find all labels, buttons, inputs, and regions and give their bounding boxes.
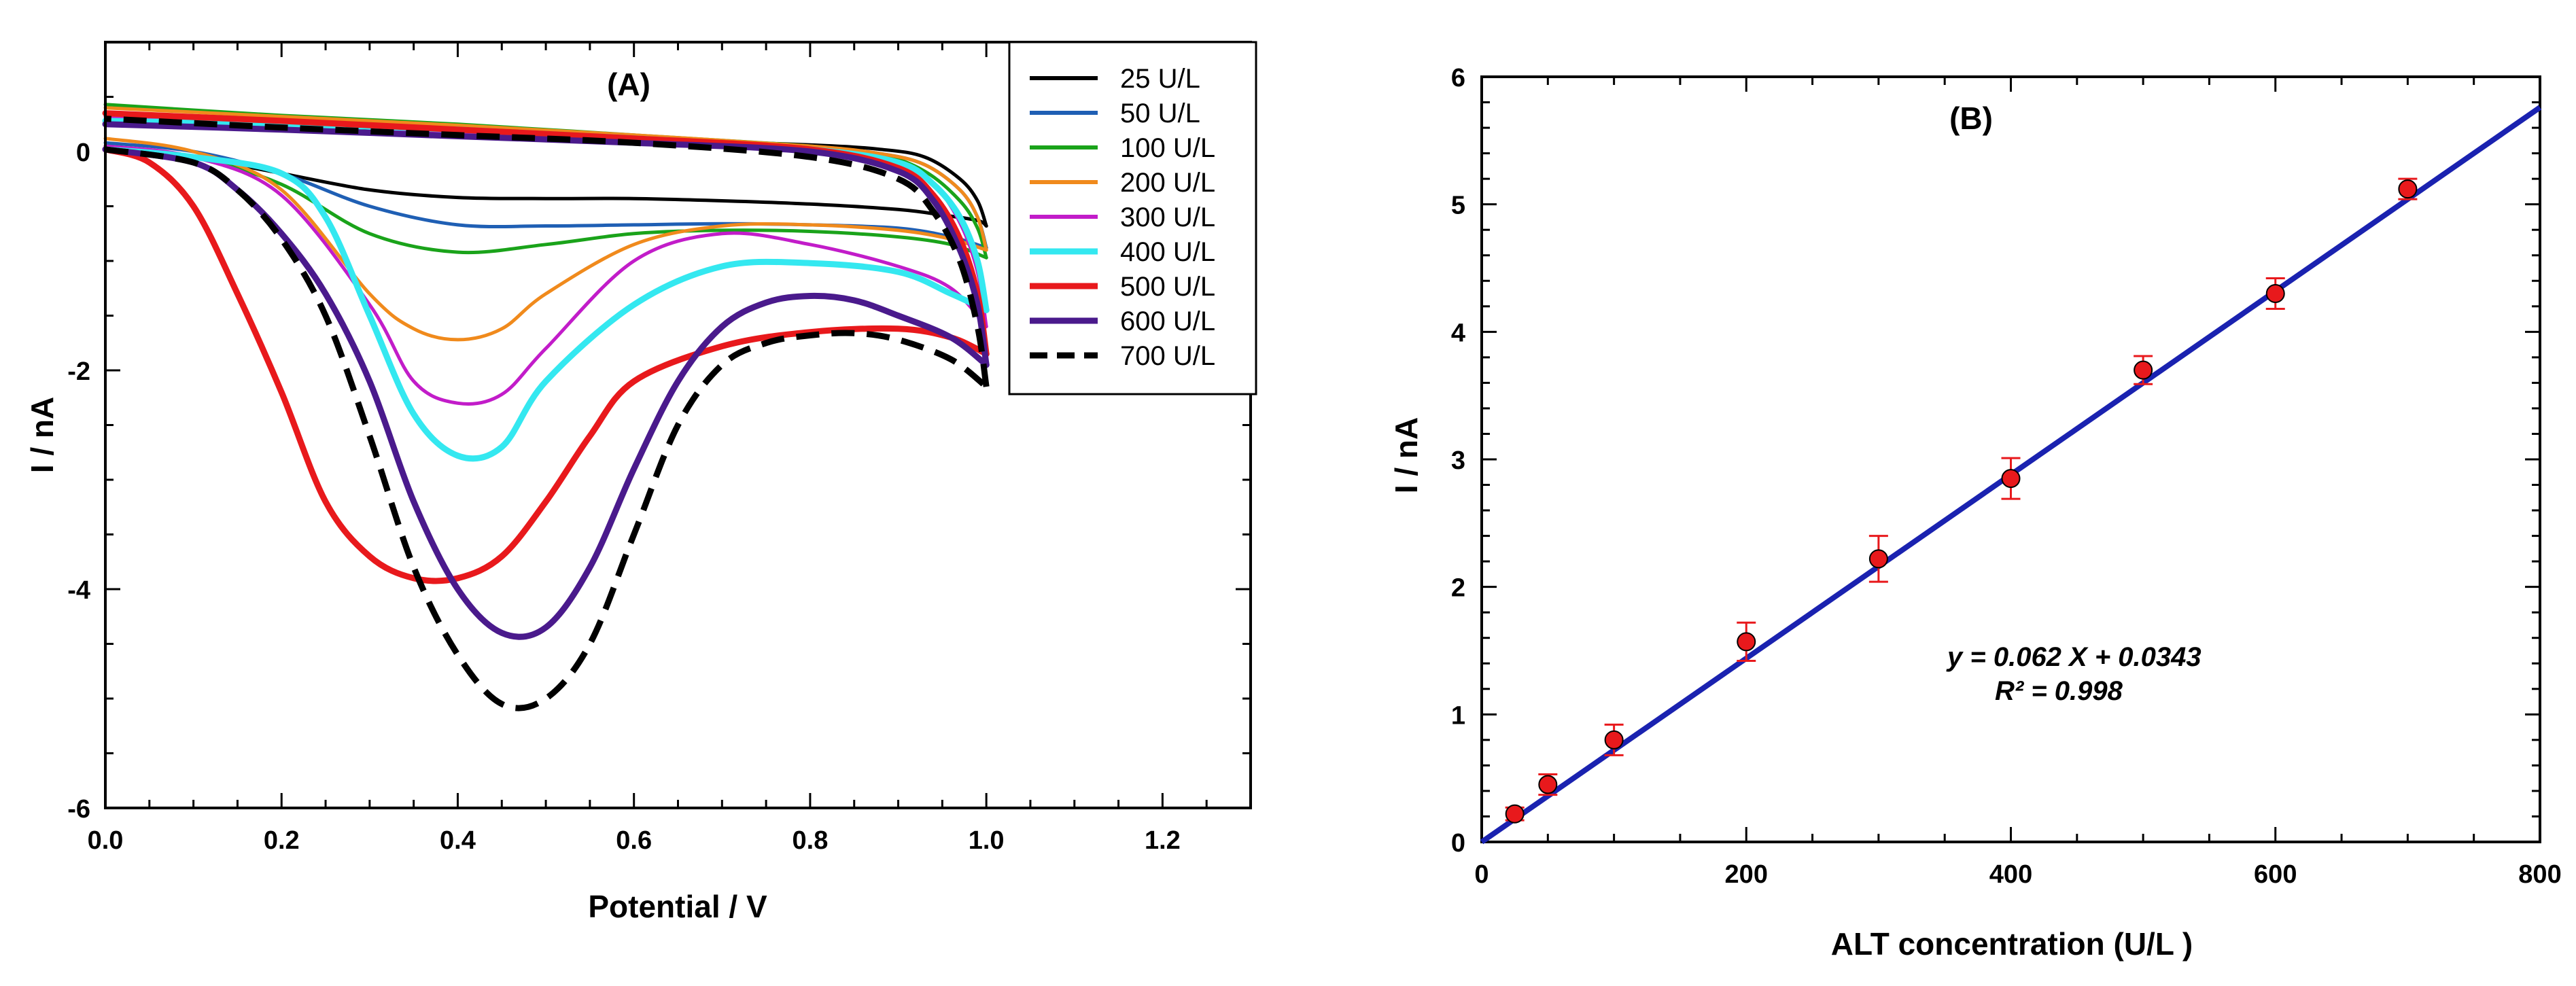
panel-b-xlabel: ALT concentration (U/L )	[1831, 926, 2193, 962]
fit-r-squared: R² = 0.998	[1995, 676, 2123, 706]
legend-entry: 50 U/L	[1030, 99, 1200, 128]
y-tick-label: 0	[1451, 829, 1465, 858]
y-tick-label: 2	[1451, 574, 1465, 603]
legend-entry: 500 U/L	[1030, 272, 1215, 302]
point-marker	[2265, 284, 2285, 304]
panel-a-legend: 25 U/L 50 U/L 100 U/L 200 U/L 300 U/L 40…	[1008, 41, 1257, 395]
panel-a-curves	[102, 103, 990, 711]
cv-curve-forward-8	[102, 146, 990, 640]
y-tick-label: 1	[1451, 701, 1465, 730]
point-marker	[2398, 179, 2418, 199]
panel-b-ylabel: I / nA	[1389, 417, 1424, 493]
x-tick-label: 800	[2518, 860, 2561, 889]
legend-entry: 300 U/L	[1030, 203, 1215, 232]
cv-curve-forward-7	[102, 146, 990, 584]
legend-entry: 100 U/L	[1030, 133, 1215, 163]
y-tick-label: 0	[76, 139, 90, 167]
legend-label: 700 U/L	[1120, 341, 1215, 371]
data-point	[1868, 535, 1888, 583]
x-tick-label: 1.2	[1145, 826, 1181, 855]
x-tick-label: 400	[1989, 860, 2032, 889]
point-marker	[2134, 360, 2153, 380]
point-marker	[1604, 730, 1624, 750]
panel-b-label: (B)	[1949, 101, 1993, 136]
panel-a-ylabel: I / nA	[24, 397, 60, 473]
legend-label: 500 U/L	[1120, 272, 1215, 302]
fit-equation: y = 0.062 X + 0.0343	[1946, 642, 2201, 672]
point-marker	[1505, 804, 1525, 824]
panel-b-points	[1505, 177, 2418, 824]
x-tick-label: 0.2	[264, 826, 300, 855]
panel-b-ticks	[1480, 75, 2541, 843]
panel-a-tick-labels: 0.0 0.2 0.4 0.6 0.8 1.0 1.2 0 -2 -4 -6	[67, 139, 1181, 855]
panel-b: 0 200 400 600 800 0 1 2 3 4 5 6 (B) ALT concentrati…	[1389, 64, 2562, 962]
cv-curve-forward-4	[103, 137, 988, 342]
panel-b-tick-labels: 0 200 400 600 800 0 1 2 3 4 5 6	[1451, 64, 2562, 889]
x-tick-label: 200	[1725, 860, 1768, 889]
legend-entry: 25 U/L	[1030, 64, 1200, 94]
x-tick-label: 0.8	[793, 826, 829, 855]
legend-label: 400 U/L	[1120, 237, 1215, 267]
data-point	[1737, 621, 1756, 663]
y-tick-label: -4	[67, 576, 90, 605]
legend-entry: 700 U/L	[1030, 341, 1215, 371]
legend-entry: 600 U/L	[1030, 306, 1215, 336]
y-tick-label: -6	[67, 795, 90, 824]
x-tick-label: 0.0	[88, 826, 124, 855]
legend-entry: 200 U/L	[1030, 168, 1215, 198]
point-marker	[1538, 775, 1558, 794]
legend-label: 300 U/L	[1120, 203, 1215, 232]
point-marker	[1868, 549, 1888, 569]
legend-label: 25 U/L	[1120, 64, 1200, 94]
data-point	[2001, 457, 2021, 500]
cv-curve-forward-6	[102, 146, 990, 462]
data-point	[2265, 277, 2285, 311]
x-tick-label: 600	[2254, 860, 2297, 889]
x-tick-label: 1.0	[969, 826, 1005, 855]
data-point	[2398, 177, 2418, 200]
y-tick-label: 6	[1451, 64, 1465, 92]
panel-a-label: (A)	[607, 67, 650, 102]
y-tick-label: 3	[1451, 446, 1465, 475]
panel-a: 0.0 0.2 0.4 0.6 0.8 1.0 1.2 0 -2 -4 -6 (A) Potenti…	[24, 41, 1257, 924]
point-marker	[2001, 469, 2021, 489]
legend-label: 100 U/L	[1120, 133, 1215, 163]
data-point	[1604, 723, 1624, 756]
x-tick-label: 0.4	[440, 826, 476, 855]
x-tick-label: 0.6	[616, 826, 652, 855]
legend-entry: 400 U/L	[1030, 237, 1215, 267]
legend-label: 600 U/L	[1120, 306, 1215, 336]
data-point	[1505, 804, 1525, 824]
point-marker	[1737, 632, 1756, 652]
y-tick-label: -2	[67, 357, 90, 386]
panel-a-xlabel: Potential / V	[588, 889, 767, 924]
legend-label: 200 U/L	[1120, 168, 1215, 198]
data-point	[2134, 355, 2153, 385]
cv-curve-forward-5	[103, 144, 988, 406]
data-point	[1538, 773, 1558, 796]
legend-label: 50 U/L	[1120, 99, 1200, 128]
y-tick-label: 4	[1451, 319, 1465, 347]
x-tick-label: 0	[1474, 860, 1489, 889]
cv-curve-reverse-9	[105, 116, 990, 387]
cv-curve-forward-9	[105, 146, 989, 711]
y-tick-label: 5	[1451, 192, 1465, 220]
